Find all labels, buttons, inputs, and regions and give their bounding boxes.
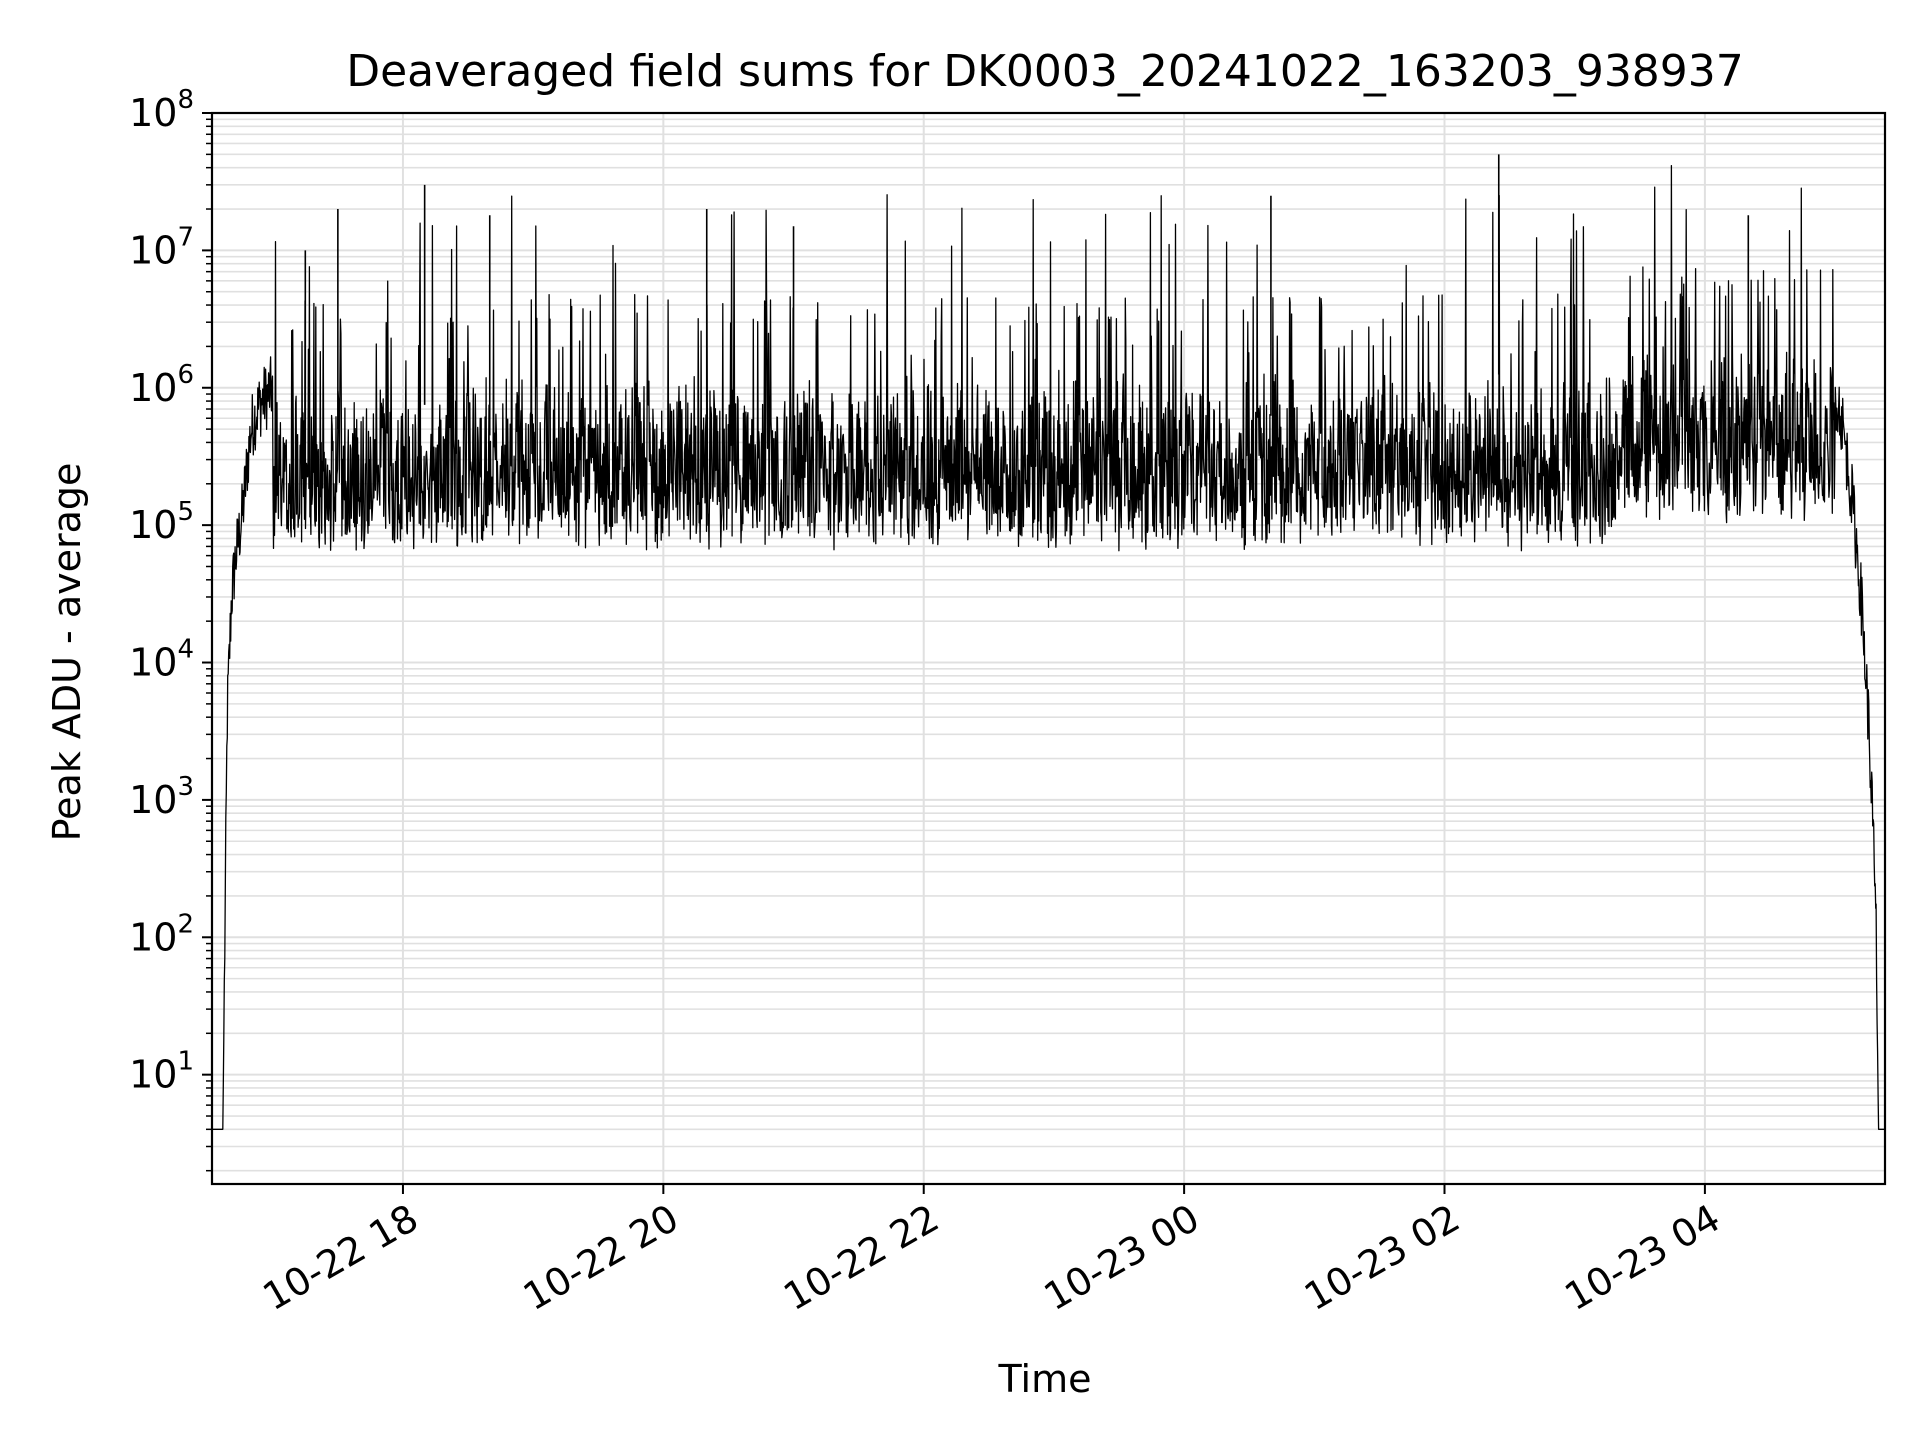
y-axis: 101 102 103 104 105 106 107 108 (129, 85, 212, 1172)
plot-frame (210, 111, 1887, 1186)
plot-data (211, 154, 1886, 1130)
y-tick-label: 103 (129, 772, 194, 822)
y-axis-label: Peak ADU - average (45, 463, 89, 842)
grid-lines (212, 112, 1885, 1184)
y-tick-label: 108 (129, 85, 194, 135)
y-tick-label: 105 (129, 497, 194, 547)
y-tick-label: 102 (129, 909, 194, 959)
y-tick-label: 106 (129, 360, 194, 410)
y-tick-label: 104 (129, 635, 194, 685)
y-tick-label: 107 (129, 222, 194, 272)
y-tick-label: 101 (129, 1047, 194, 1097)
x-axis-label: Time (998, 1357, 1092, 1401)
chart-title: Deaveraged field sums for DK0003_2024102… (346, 46, 1744, 97)
series-line (211, 164, 1886, 1130)
